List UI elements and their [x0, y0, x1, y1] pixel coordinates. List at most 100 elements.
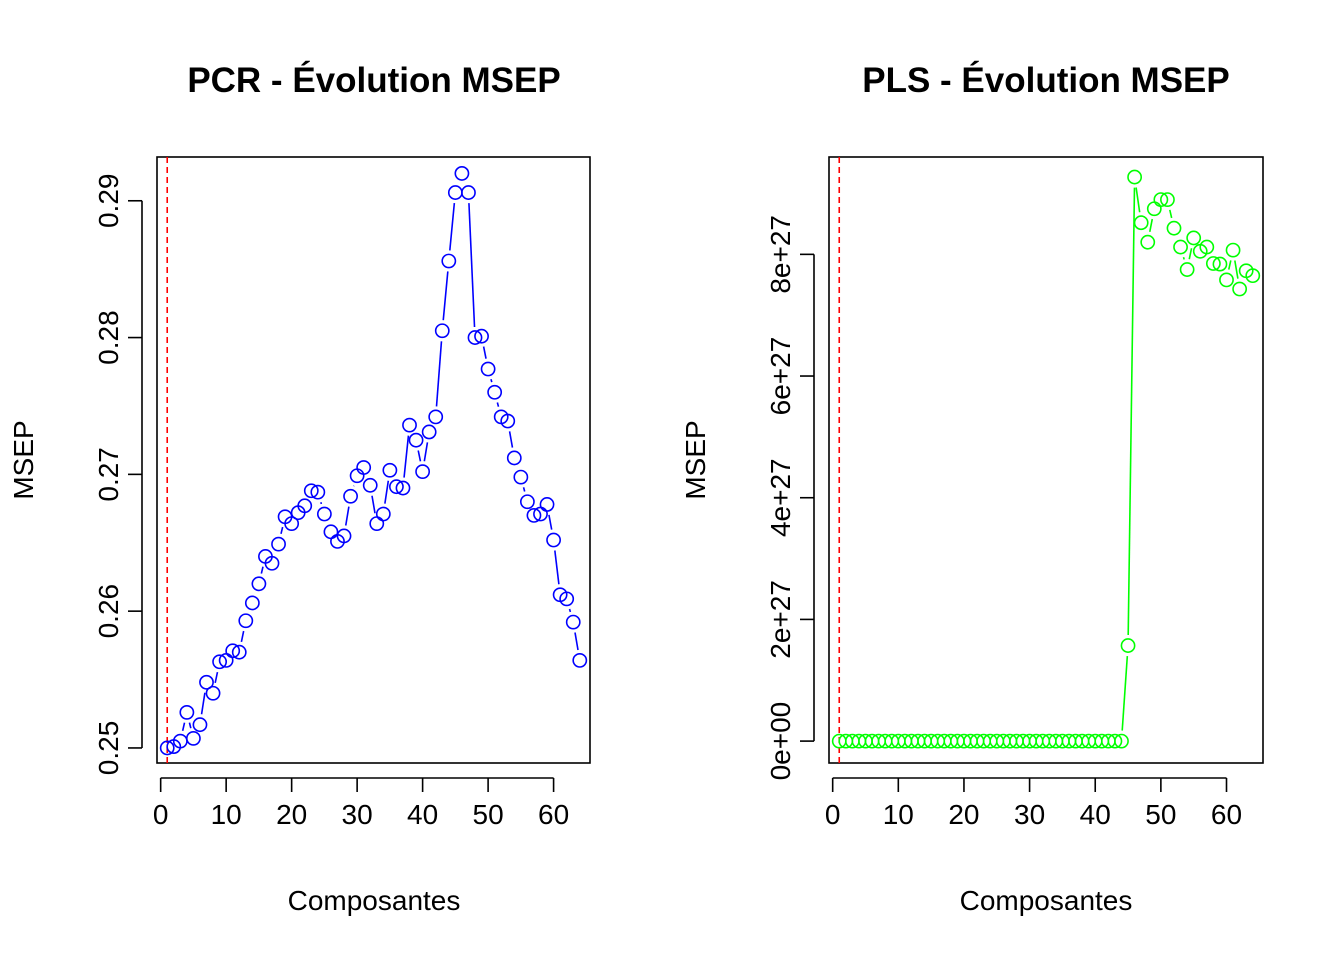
plot-frame	[828, 156, 1264, 764]
series-line-segment	[181, 722, 186, 731]
data-point	[362, 477, 378, 493]
data-point	[408, 432, 424, 448]
chart-title: PCR - Évolution MSEP	[187, 60, 560, 100]
x-tick-label: 40	[1080, 799, 1111, 830]
data-point	[212, 654, 228, 670]
x-tick-label: 40	[407, 799, 438, 830]
series-line-segment	[188, 722, 192, 729]
y-axis-label: MSEP	[8, 420, 39, 499]
series-line-segment	[214, 671, 219, 684]
series-line-segment	[1148, 218, 1154, 232]
data-point	[454, 166, 470, 181]
x-tick-label: 20	[276, 799, 307, 830]
x-tick-label: 30	[342, 799, 373, 830]
data-point	[192, 717, 208, 733]
x-axis: 0 10 20 30 40 50 60	[825, 777, 1242, 830]
chart-title: PLS - Évolution MSEP	[862, 60, 1230, 100]
x-axis-label: Composantes	[960, 885, 1133, 916]
series-line-segment	[490, 378, 493, 383]
series-line-segment	[496, 402, 500, 407]
data-point	[513, 469, 529, 485]
data-point	[421, 424, 437, 440]
data-point	[402, 417, 417, 433]
series-line-segment	[449, 203, 456, 251]
x-tick-label: 60	[538, 799, 569, 830]
plot-frame	[156, 156, 591, 764]
series-line-segment	[423, 442, 429, 462]
series-line-segment	[1135, 187, 1141, 213]
data-point	[1133, 215, 1149, 231]
series-line-segment	[1127, 187, 1136, 636]
series-layer	[831, 169, 1261, 749]
y-tick-label: 0.28	[93, 310, 124, 365]
data-point	[1160, 192, 1175, 207]
data-point	[441, 253, 457, 269]
series-line-segment	[200, 692, 206, 715]
data-point	[375, 506, 391, 522]
series-line-segment	[417, 450, 422, 462]
series-line-segment	[1227, 260, 1232, 270]
data-point	[316, 506, 332, 522]
data-point	[310, 484, 326, 500]
x-tick-label: 30	[1014, 799, 1045, 830]
series-line-segment	[468, 203, 476, 328]
data-point	[303, 483, 319, 499]
data-point	[526, 508, 542, 523]
x-tick-label: 10	[883, 799, 914, 830]
series-line-segment	[548, 514, 553, 530]
x-tick-label: 0	[153, 799, 169, 830]
x-tick-label: 0	[825, 799, 841, 830]
data-point	[244, 595, 260, 611]
data-point	[1120, 638, 1136, 653]
data-point	[271, 536, 286, 552]
series-line-segment	[482, 346, 487, 359]
data-point	[1179, 262, 1195, 277]
data-point	[506, 450, 522, 466]
data-point	[336, 528, 352, 544]
data-point	[1225, 242, 1241, 258]
data-point	[428, 409, 444, 425]
data-point	[519, 494, 535, 510]
series-line-segment	[344, 506, 350, 526]
x-tick-label: 60	[1211, 799, 1242, 830]
series-line-segment	[1121, 656, 1129, 731]
y-tick-label: 8e+27	[765, 215, 796, 294]
y-tick-label: 2e+27	[765, 580, 796, 659]
data-point	[1232, 281, 1248, 297]
data-point	[205, 685, 221, 701]
data-point	[415, 464, 431, 480]
data-point	[297, 498, 313, 514]
series-line-segment	[260, 566, 264, 574]
series-line-segment	[240, 630, 245, 643]
y-axis-label: MSEP	[680, 420, 711, 499]
y-axis: 0e+00 2e+27 4e+27 6e+27 8e+27	[765, 215, 815, 780]
data-point	[487, 384, 503, 400]
series-line-segment	[1234, 260, 1239, 279]
data-point	[389, 479, 404, 495]
data-point	[474, 328, 489, 344]
data-point	[1140, 234, 1156, 250]
series-line-segment	[554, 550, 560, 585]
series-line-segment	[568, 608, 572, 613]
pls-msep-chart: PLS - Évolution MSEP 0 10 20 30 40 50 60 0e+00…	[680, 60, 1264, 916]
series-line-segment	[1188, 248, 1193, 260]
x-tick-label: 20	[948, 799, 979, 830]
data-point	[1212, 256, 1228, 272]
data-point	[1245, 268, 1261, 284]
data-point	[434, 323, 450, 339]
y-tick-label: 4e+27	[765, 458, 796, 537]
series-line-segment	[435, 341, 443, 407]
series-line-segment	[280, 526, 284, 535]
data-point	[539, 497, 555, 512]
data-point	[1173, 239, 1188, 255]
data-point	[238, 613, 254, 629]
y-tick-label: 6e+27	[765, 337, 796, 416]
data-point	[356, 460, 372, 475]
data-point	[461, 185, 476, 200]
data-point	[467, 330, 483, 345]
data-point	[1107, 733, 1123, 749]
data-point	[1166, 220, 1182, 236]
data-point	[565, 614, 581, 630]
